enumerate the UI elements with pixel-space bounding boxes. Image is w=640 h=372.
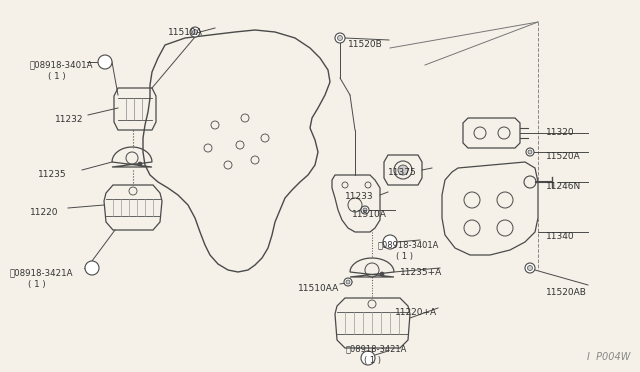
Text: 11375: 11375 — [388, 168, 417, 177]
Circle shape — [526, 148, 534, 156]
Text: ⓝ08918-3421A: ⓝ08918-3421A — [10, 268, 74, 277]
Text: 11510AA: 11510AA — [298, 284, 339, 293]
Text: ⓝ08918-3401A: ⓝ08918-3401A — [30, 60, 93, 69]
Text: 11510A: 11510A — [352, 210, 387, 219]
Text: 11340: 11340 — [546, 232, 575, 241]
Text: 11233: 11233 — [345, 192, 374, 201]
Circle shape — [525, 263, 535, 273]
Text: 11520A: 11520A — [546, 152, 580, 161]
Circle shape — [398, 165, 408, 175]
Text: ⓝ08918-3421A: ⓝ08918-3421A — [346, 344, 408, 353]
Circle shape — [193, 29, 198, 35]
Circle shape — [335, 33, 345, 43]
Text: 11520B: 11520B — [348, 40, 383, 49]
Text: ( 1 ): ( 1 ) — [48, 72, 66, 81]
Text: ⓝ08918-3401A: ⓝ08918-3401A — [378, 240, 440, 249]
Circle shape — [138, 162, 142, 166]
Text: 11235: 11235 — [38, 170, 67, 179]
Text: ( 1 ): ( 1 ) — [396, 252, 413, 261]
Circle shape — [528, 150, 532, 154]
Text: I  P004W: I P004W — [587, 352, 630, 362]
Circle shape — [527, 266, 532, 270]
Circle shape — [383, 235, 397, 249]
Circle shape — [380, 272, 384, 276]
Text: 11320: 11320 — [546, 128, 575, 137]
Circle shape — [344, 278, 352, 286]
Text: 11220+A: 11220+A — [395, 308, 437, 317]
Text: 11520AB: 11520AB — [546, 288, 587, 297]
Circle shape — [98, 55, 112, 69]
Text: N: N — [387, 240, 393, 244]
Circle shape — [346, 280, 350, 284]
Circle shape — [361, 351, 375, 365]
Text: ( 1 ): ( 1 ) — [364, 356, 381, 365]
Text: 11232: 11232 — [55, 115, 83, 124]
Circle shape — [363, 208, 367, 212]
Circle shape — [337, 35, 342, 41]
Circle shape — [361, 206, 369, 214]
Text: 11235+A: 11235+A — [400, 268, 442, 277]
Circle shape — [85, 261, 99, 275]
Text: N: N — [102, 60, 108, 64]
Text: 11510A: 11510A — [168, 28, 203, 37]
Text: N: N — [90, 266, 95, 270]
Text: ( 1 ): ( 1 ) — [28, 280, 45, 289]
Text: N: N — [365, 356, 371, 360]
Text: 11220: 11220 — [30, 208, 58, 217]
Text: 11246N: 11246N — [546, 182, 581, 191]
Circle shape — [190, 27, 200, 37]
